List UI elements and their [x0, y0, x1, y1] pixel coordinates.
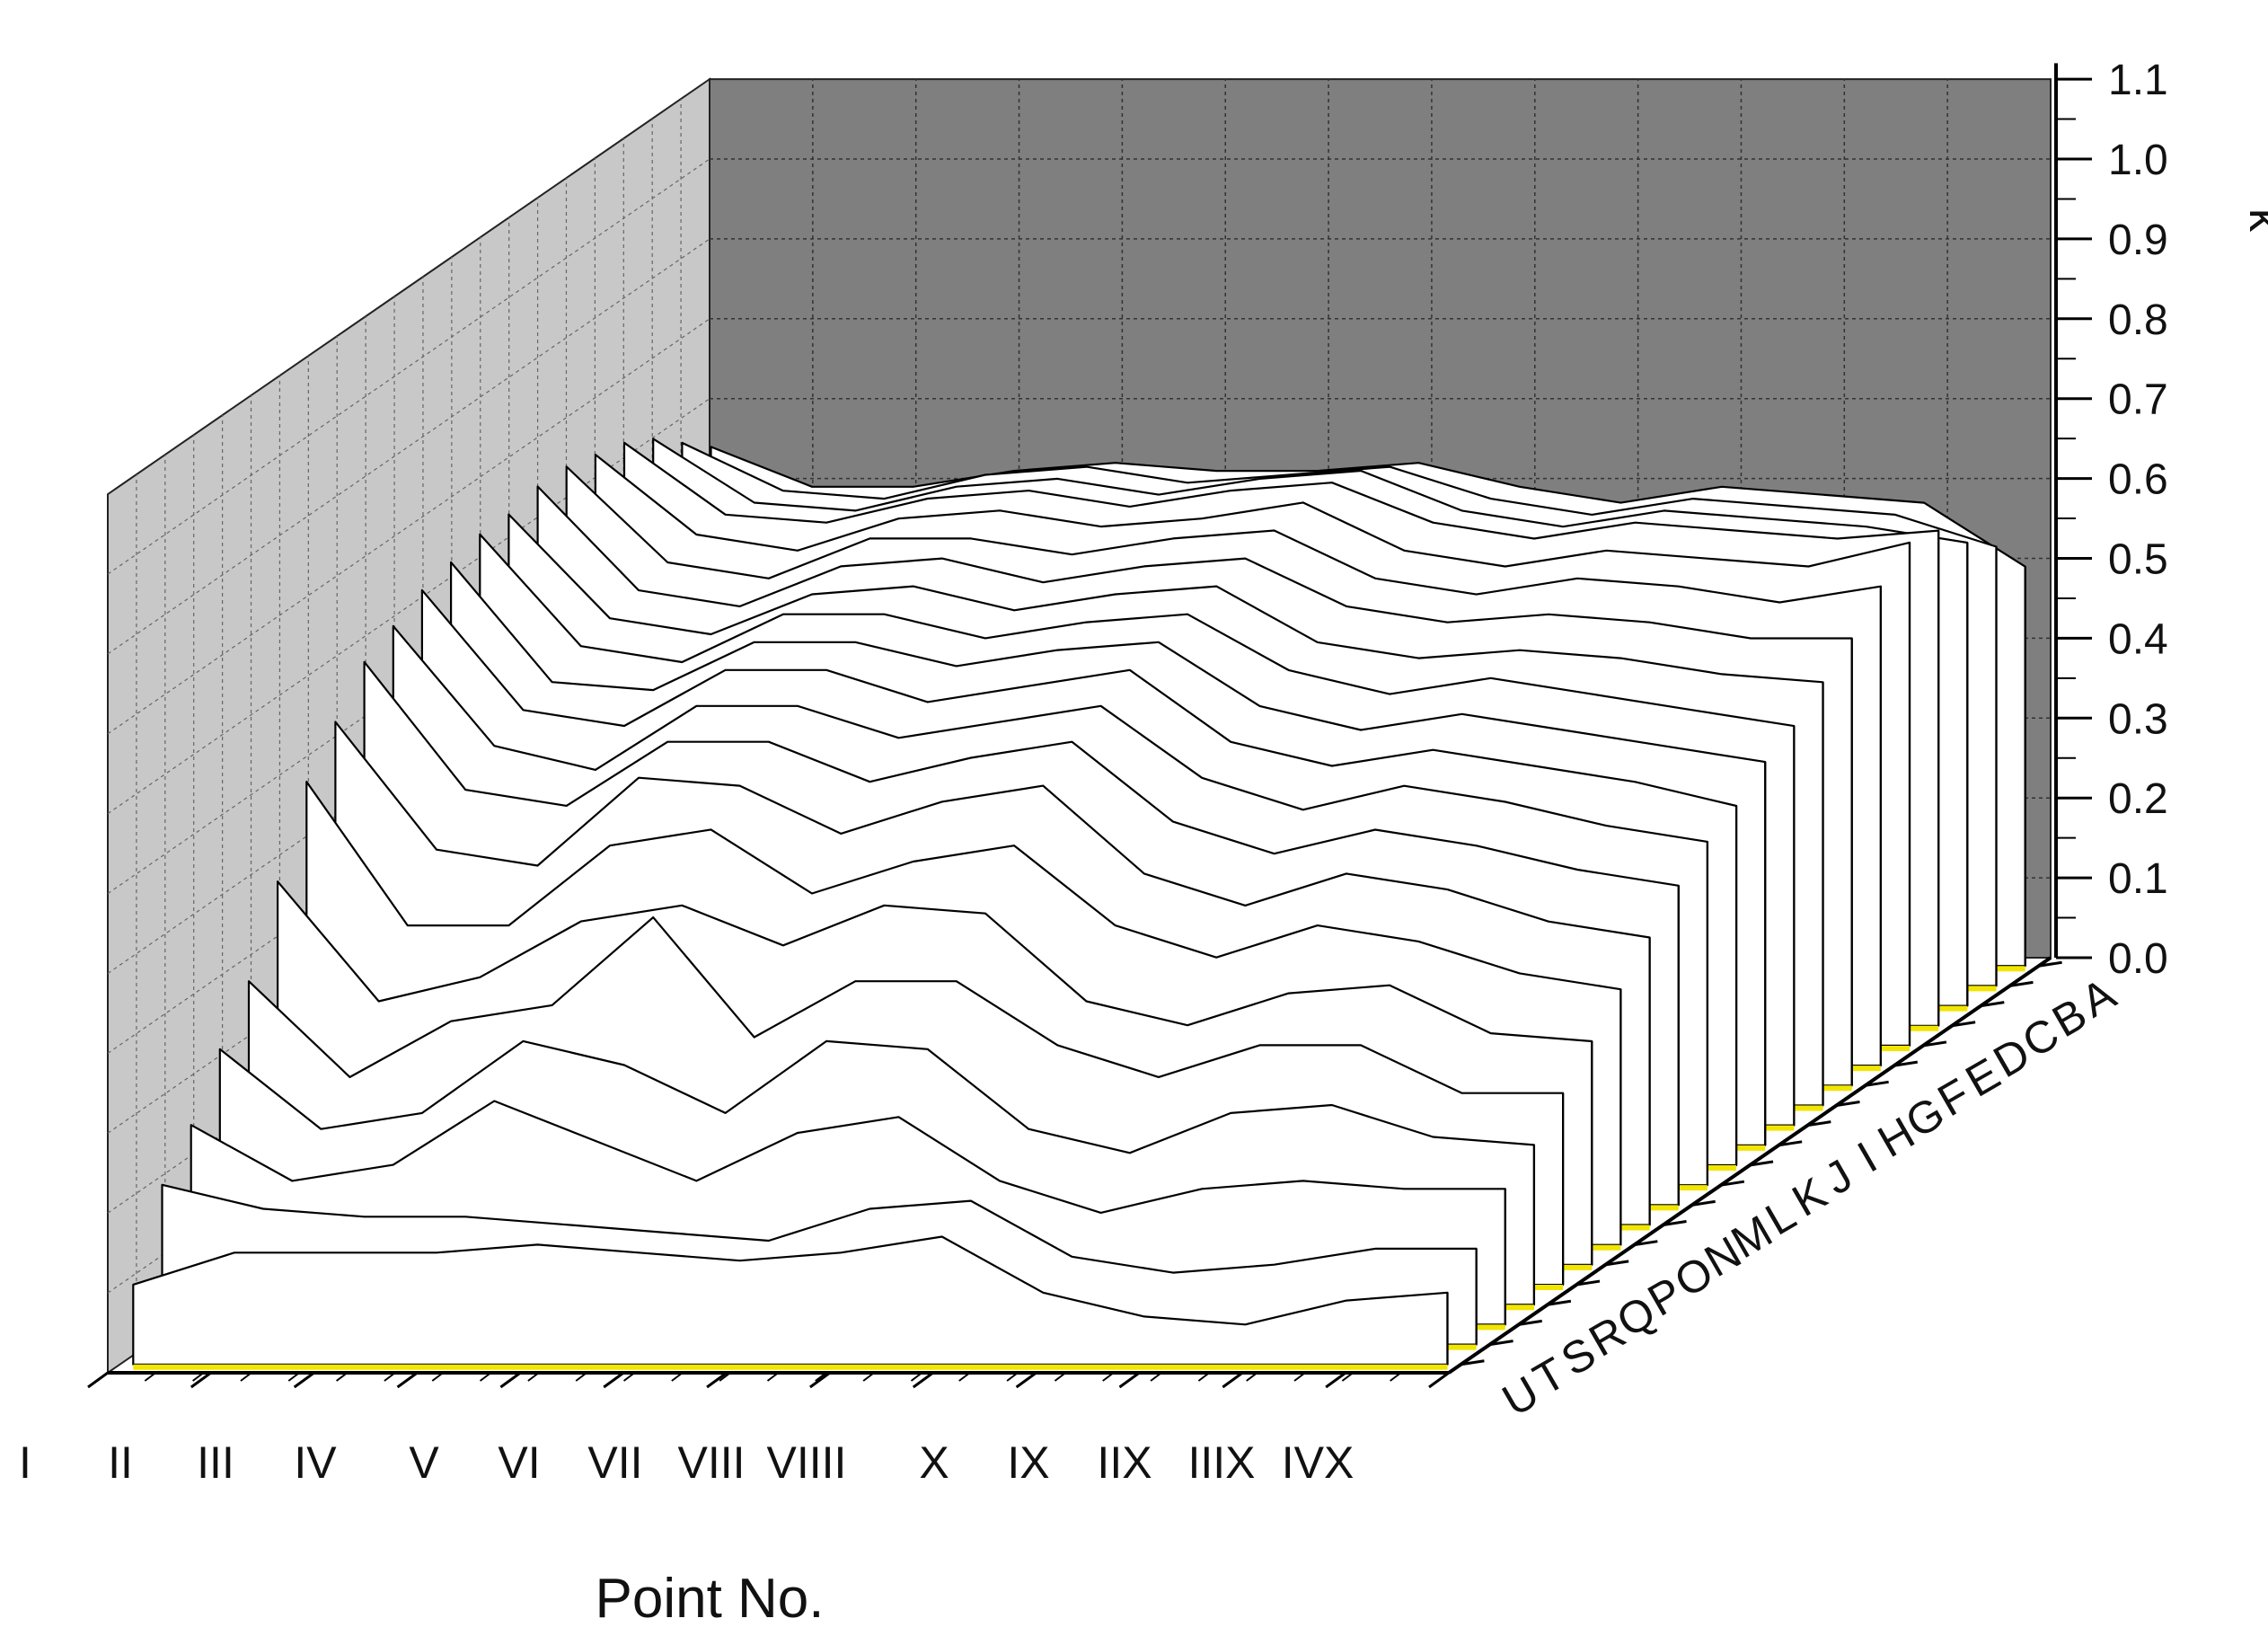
x-minor-tick [1054, 1372, 1067, 1382]
x-tick [706, 1371, 728, 1389]
z-tick-label: 1.1 [2108, 57, 2168, 104]
x-tick [1118, 1371, 1141, 1389]
depth-tick [1865, 1080, 1889, 1087]
x-minor-tick [287, 1372, 300, 1382]
z-tick-label: 0.1 [2108, 855, 2168, 903]
x-tick-label: V [409, 1437, 439, 1488]
x-minor-tick [575, 1372, 587, 1382]
z-tick-label: 1.0 [2108, 137, 2168, 184]
depth-tick [1634, 1240, 1658, 1247]
x-minor-tick [958, 1372, 971, 1382]
depth-tick [1461, 1359, 1485, 1366]
x-minor-tick [384, 1372, 396, 1382]
x-minor-tick [910, 1372, 923, 1382]
x-minor-tick [1102, 1372, 1115, 1382]
x-tick-label: I [19, 1437, 31, 1488]
z-tick-label: 0.5 [2108, 536, 2168, 584]
x-tick-label: VII [587, 1437, 642, 1488]
x-tick [1222, 1371, 1244, 1389]
x-minor-tick [766, 1372, 780, 1382]
x-tick-label: IIIX [1187, 1437, 1255, 1488]
depth-tick [1604, 1260, 1629, 1267]
depth-tick [1778, 1140, 1803, 1147]
x-tick-label: III [197, 1437, 234, 1488]
z-tick-label: 0.9 [2108, 217, 2168, 264]
depth-tick [1720, 1180, 1745, 1187]
x-minor-tick [479, 1372, 492, 1382]
x-tick-label: IVX [1282, 1437, 1355, 1488]
chart-series [132, 438, 2026, 1370]
x-minor-tick [1390, 1372, 1402, 1382]
x-minor-tick [1293, 1372, 1306, 1382]
x-tick-label: IV [294, 1437, 337, 1488]
x-tick-label: IX [1007, 1437, 1049, 1488]
depth-tick [1489, 1340, 1513, 1347]
depth-tick [2009, 980, 2034, 987]
x-tick-label: X [919, 1437, 949, 1488]
x-tick-label: VI [498, 1437, 540, 1488]
z-tick-label: 0.4 [2108, 615, 2168, 663]
depth-tick [1518, 1319, 1542, 1326]
depth-tick [1836, 1100, 1860, 1107]
z-tick-label: 0.6 [2108, 456, 2168, 504]
depth-tick [1749, 1160, 1774, 1167]
depth-tick [1575, 1279, 1601, 1287]
series-U [132, 1235, 1449, 1370]
x-minor-tick [240, 1372, 252, 1382]
x-tick [809, 1371, 831, 1389]
x-tick [499, 1371, 522, 1389]
z-axis-label: k [2239, 208, 2268, 233]
x-tick [190, 1371, 212, 1389]
x-minor-tick [1150, 1372, 1162, 1382]
x-minor-tick [96, 1372, 109, 1382]
x-minor-tick [862, 1372, 875, 1382]
x-minor-tick [144, 1372, 156, 1382]
x-axis-label: Point No. [595, 1568, 824, 1630]
x-minor-tick [671, 1372, 684, 1382]
depth-tick [1663, 1220, 1687, 1227]
depth-tick [1951, 1021, 1976, 1028]
x-minor-tick [719, 1372, 731, 1382]
x-tick [603, 1371, 625, 1389]
depth-tick [1981, 1001, 2005, 1008]
x-minor-tick [815, 1372, 827, 1382]
x-tick-label: VIII [677, 1437, 745, 1488]
depth-tick [1547, 1299, 1572, 1306]
x-minor-tick [336, 1372, 349, 1382]
z-tick-label: 0.7 [2108, 376, 2168, 424]
x-minor-tick [192, 1372, 205, 1382]
z-tick-label: 0.3 [2108, 695, 2168, 743]
x-minor-tick [1341, 1372, 1354, 1382]
x-tick-label: IIX [1097, 1437, 1152, 1488]
chart-labels: I II III IV V VI VII VIII VIIII X IX IIX IIIX IVXUTSR… [19, 57, 2168, 1488]
x-tick [1015, 1371, 1037, 1389]
x-minor-tick [1006, 1372, 1019, 1382]
depth-tick [1922, 1040, 1947, 1048]
x-tick [1325, 1371, 1347, 1389]
x-minor-tick [622, 1372, 636, 1382]
z-tick-label: 0.8 [2108, 296, 2168, 344]
x-tick [912, 1371, 934, 1389]
x-minor-tick [527, 1372, 540, 1382]
depth-tick [2038, 960, 2062, 968]
x-tick-label: II [108, 1437, 133, 1488]
depth-tick [1691, 1199, 1716, 1207]
x-tick-label: VIIII [767, 1437, 847, 1488]
depth-tick [1807, 1120, 1831, 1128]
z-tick-label: 0.0 [2108, 935, 2168, 983]
z-tick-label: 0.2 [2108, 775, 2168, 823]
x-minor-tick [431, 1372, 444, 1382]
depth-tick [1893, 1060, 1919, 1067]
x-tick [293, 1371, 315, 1389]
x-tick [396, 1371, 419, 1389]
chart-axes [87, 63, 2092, 1389]
x-minor-tick [1197, 1372, 1210, 1382]
x-minor-tick [1246, 1372, 1258, 1382]
x-minor-tick [1437, 1372, 1450, 1382]
